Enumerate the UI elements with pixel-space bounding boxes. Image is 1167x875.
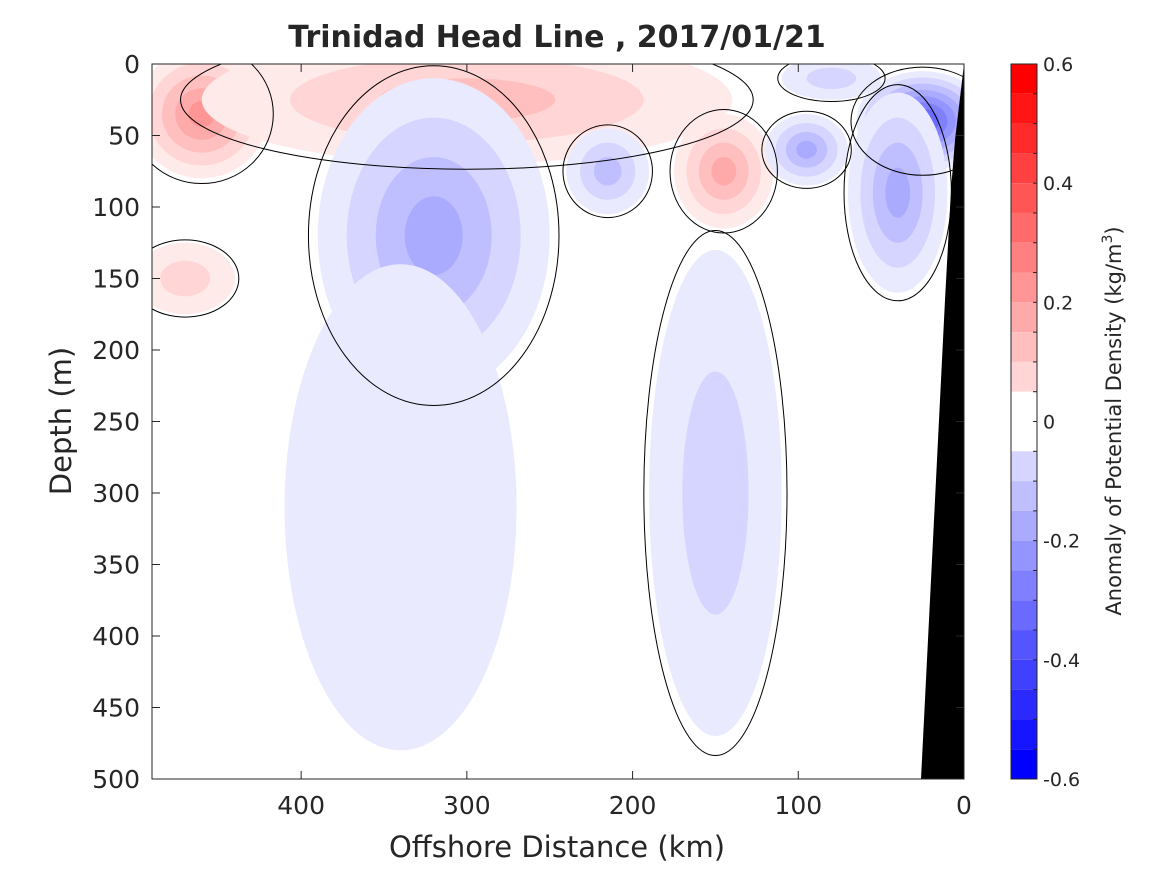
- colorbar-level: [1011, 153, 1037, 184]
- colorbar-label-main: Anomaly of Potential Density (kg/m: [1102, 244, 1126, 616]
- zero-contour: [761, 110, 852, 189]
- colorbar-level: [1011, 421, 1037, 452]
- anomaly-level-positive: [711, 156, 737, 186]
- colorbar-level: [1011, 719, 1037, 750]
- colorbar-level: [1011, 123, 1037, 154]
- anomaly-feature-negative: [566, 128, 650, 215]
- anomaly-level-negative: [682, 371, 749, 615]
- y-tick-label: 500: [92, 765, 140, 794]
- anomaly-level-negative: [885, 167, 911, 218]
- bathymetry-seafloor: [921, 64, 964, 779]
- colorbar-tick-label: 0.2: [1043, 292, 1073, 314]
- colorbar-level: [1011, 391, 1037, 422]
- anomaly-feature-negative: [649, 249, 782, 737]
- y-axis-label: Depth (m): [44, 347, 78, 495]
- x-tick-label: 200: [609, 791, 657, 820]
- anomaly-level-positive: [160, 260, 210, 297]
- colorbar-label: Anomaly of Potential Density (kg/m3): [1100, 226, 1126, 615]
- colorbar-level: [1011, 332, 1037, 362]
- colorbar-tick-label: -0.2: [1043, 531, 1080, 553]
- y-tick-label: 450: [92, 694, 140, 723]
- chart-title: Trinidad Head Line , 2017/01/21: [288, 20, 825, 55]
- colorbar-level: [1011, 510, 1037, 541]
- anomaly-feature-positive: [152, 242, 235, 315]
- colorbar-level: [1011, 540, 1037, 571]
- y-tick-label: 350: [92, 551, 140, 580]
- y-tick-label: 250: [92, 408, 140, 437]
- anomaly-feature-negative: [781, 64, 882, 100]
- colorbar-label-close: ): [1102, 226, 1126, 234]
- colorbar-level: [1011, 570, 1037, 601]
- colorbar-level: [1011, 272, 1037, 303]
- anomaly-level-negative: [806, 67, 857, 90]
- anomaly-field: [152, 64, 964, 751]
- y-tick-label: 300: [92, 479, 140, 508]
- zero-contour: [562, 124, 653, 219]
- plot-background: [152, 64, 964, 779]
- colorbar-level: [1011, 361, 1037, 392]
- colorbar-level: [1011, 689, 1037, 720]
- anomaly-feature-negative: [284, 264, 517, 751]
- anomaly-feature-negative: [765, 114, 848, 186]
- colorbar-tick-label: -0.4: [1043, 650, 1080, 672]
- zero-contour: [152, 239, 240, 318]
- zero-contour: [669, 108, 778, 234]
- zero-contour: [152, 64, 274, 185]
- anomaly-level-negative: [796, 140, 817, 159]
- x-tick-label: 300: [443, 791, 491, 820]
- x-tick-label: 400: [277, 791, 325, 820]
- anomaly-level-negative: [593, 156, 622, 186]
- zero-contour: [180, 64, 754, 170]
- colorbar-tick-label: -0.6: [1043, 769, 1080, 791]
- colorbar-level: [1011, 451, 1037, 482]
- zero-contour: [777, 64, 886, 102]
- zero-contour-lines: [152, 64, 964, 757]
- y-tick-label: 100: [92, 193, 140, 222]
- y-tick-label: 0: [124, 50, 140, 79]
- colorbar-level: [1011, 659, 1037, 690]
- colorbar-level: [1011, 600, 1037, 631]
- y-tick-label: 200: [92, 336, 140, 365]
- anomaly-feature-positive: [674, 114, 774, 229]
- anomaly-feature-negative: [848, 92, 948, 293]
- colorbar-level: [1011, 481, 1037, 511]
- x-axis-label: Offshore Distance (km): [389, 830, 725, 864]
- y-tick-label: 150: [92, 265, 140, 294]
- zero-contour: [850, 66, 964, 176]
- colorbar-level: [1011, 302, 1037, 333]
- anomaly-level-negative: [404, 196, 463, 275]
- colorbar-level: [1011, 64, 1037, 94]
- anomaly-level-negative: [284, 264, 517, 751]
- colorbar-tick-label: 0.6: [1043, 54, 1073, 76]
- colorbar-level: [1011, 212, 1037, 243]
- colorbar-level: [1011, 749, 1037, 779]
- plot-axes: 400 300 200 100 0 0 50 100 150 200 250 300 350 400 450…: [92, 50, 972, 820]
- x-tick-label: 100: [774, 791, 822, 820]
- colorbar: 0.6 0.4 0.2 0 -0.2 -0.4 -0.6: [1010, 54, 1080, 791]
- colorbar-tick-label: 0: [1043, 412, 1055, 434]
- y-tick-label: 50: [108, 122, 140, 151]
- colorbar-level: [1011, 242, 1037, 273]
- zero-contour: [643, 229, 788, 757]
- colorbar-level: [1011, 93, 1037, 124]
- colorbar-level: [1011, 630, 1037, 660]
- colorbar-level: [1011, 183, 1037, 213]
- y-tick-label: 400: [92, 622, 140, 651]
- zero-contour: [307, 65, 560, 406]
- x-tick-label: 0: [956, 791, 972, 820]
- colorbar-tick-label: 0.4: [1043, 173, 1073, 195]
- colorbar-label-exponent: 3: [1100, 235, 1116, 244]
